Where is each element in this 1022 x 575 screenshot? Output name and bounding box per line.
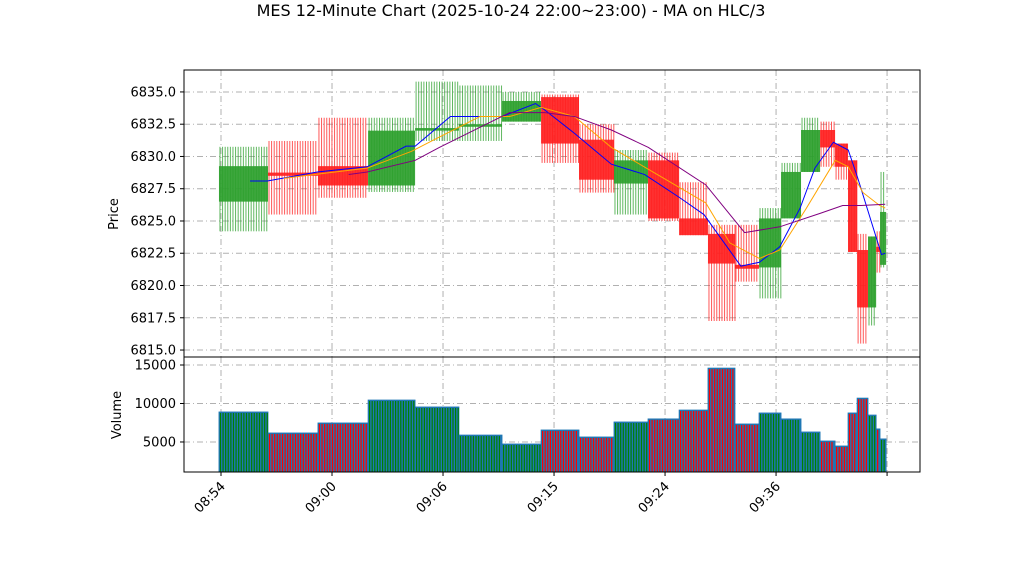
volume-bar-fill — [647, 418, 680, 473]
volume-bar — [317, 422, 369, 473]
volume-tick-label: 10000 — [135, 397, 176, 412]
candle-up — [868, 236, 877, 326]
candle-body — [613, 160, 649, 184]
candle-body — [848, 160, 858, 252]
volume-bar — [267, 432, 319, 473]
candle-body — [415, 128, 459, 131]
volume-bar — [856, 397, 869, 473]
volume-bars — [218, 367, 887, 473]
candle-body — [820, 130, 836, 148]
volume-bar — [780, 418, 802, 473]
price-tick-label: 6825.0 — [131, 214, 177, 229]
price-tick-label: 6827.5 — [131, 182, 177, 197]
price-candles — [218, 81, 887, 344]
chart-title: MES 12-Minute Chart (2025-10-24 22:00~23… — [257, 1, 766, 20]
ma-line-ma-fast — [250, 102, 886, 267]
candle-body — [368, 130, 416, 186]
time-tick-label: 09:24 — [636, 479, 673, 516]
volume-bar — [758, 412, 782, 473]
candle-body — [734, 264, 760, 269]
price-axis-label: Price — [107, 198, 122, 230]
price-tick-label: 6835.0 — [131, 85, 177, 100]
volume-axis-label: Volume — [110, 391, 125, 439]
candle-body — [502, 100, 542, 122]
candle-body — [267, 172, 318, 176]
price-tick-label: 6815.0 — [131, 344, 177, 359]
candle-down — [267, 140, 318, 215]
candle-body — [458, 124, 503, 127]
volume-bar — [867, 414, 877, 473]
candle-down — [857, 233, 869, 344]
volume-bar — [875, 428, 881, 473]
price-tick-label: 6832.5 — [131, 118, 177, 133]
volume-bar — [847, 412, 858, 473]
candle-up — [801, 117, 821, 172]
candle-up — [218, 146, 268, 232]
volume-bar — [613, 421, 649, 473]
volume-bar — [218, 411, 269, 473]
candle-body — [679, 218, 708, 236]
candle-down — [648, 152, 680, 221]
time-tick-label: 09:06 — [414, 479, 451, 516]
candle-body — [868, 236, 877, 308]
volume-bar — [678, 409, 709, 473]
time-tick-label: 09:15 — [525, 479, 562, 516]
candle-up — [502, 91, 542, 122]
candle-down — [579, 124, 615, 193]
volume-tick-label: 5000 — [143, 435, 176, 450]
volume-bar-fill — [758, 412, 782, 473]
candle-body — [218, 166, 268, 202]
volume-bar — [734, 423, 760, 473]
moving-average-lines — [250, 102, 886, 267]
volume-bar — [414, 406, 460, 473]
candle-body — [648, 160, 680, 219]
price-tick-label: 6830.0 — [131, 150, 177, 165]
volume-bar — [540, 429, 580, 473]
ma-line-ma-mid — [283, 106, 886, 259]
price-tick-label: 6820.0 — [131, 279, 177, 294]
volume-bar-fill — [819, 440, 836, 473]
volume-bar — [800, 431, 821, 473]
candle-up — [781, 162, 802, 219]
candle-down — [820, 121, 836, 167]
candle-body — [880, 211, 887, 265]
candle-body — [781, 171, 802, 219]
candle-down — [835, 143, 849, 180]
ma-line-ma-slow — [348, 112, 886, 234]
candle-down — [317, 117, 369, 198]
candle-down — [734, 224, 760, 282]
candle-body — [579, 139, 614, 180]
candle-body — [801, 130, 821, 172]
candle-up — [613, 150, 649, 215]
volume-tick-label: 15000 — [135, 359, 176, 374]
volume-bar — [501, 443, 542, 473]
candle-up — [368, 117, 416, 192]
volume-panel-frame — [183, 356, 921, 473]
volume-bar — [458, 434, 503, 473]
candle-body — [876, 246, 881, 252]
candle-up — [458, 85, 503, 141]
volume-bar — [819, 440, 836, 473]
volume-bar — [647, 418, 680, 473]
candle-body — [759, 218, 782, 268]
time-tick-label: 08:54 — [192, 479, 229, 516]
candle-down — [541, 94, 580, 163]
candle-body — [835, 143, 849, 167]
volume-bar — [879, 438, 887, 473]
price-tick-label: 6822.5 — [131, 247, 177, 262]
candle-down — [679, 182, 708, 236]
candle-down — [876, 231, 881, 273]
volume-bar — [367, 399, 416, 473]
time-tick-label: 09:36 — [747, 479, 784, 516]
volume-bar — [834, 445, 849, 473]
time-tick-label: 09:00 — [303, 479, 340, 516]
volume-bar — [578, 436, 615, 473]
candle-body — [857, 250, 869, 308]
price-tick-label: 6817.5 — [131, 311, 177, 326]
candle-up — [759, 208, 782, 299]
volume-bar — [707, 367, 736, 473]
candle-body — [541, 97, 580, 144]
candle-up — [415, 81, 459, 141]
